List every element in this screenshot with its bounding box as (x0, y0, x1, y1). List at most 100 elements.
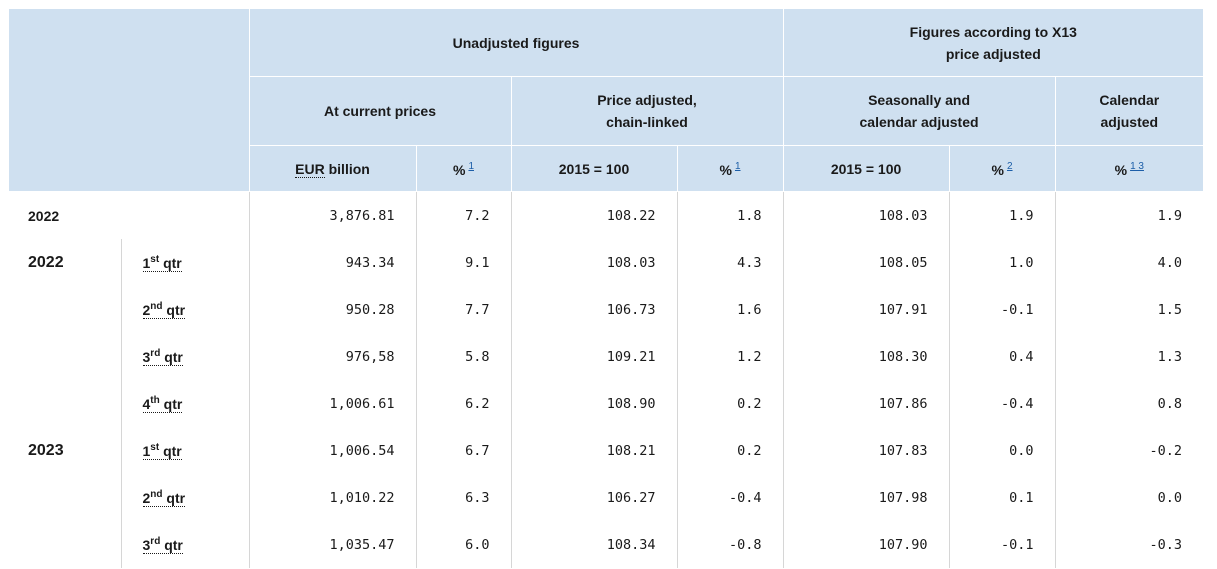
quarter-label: 1st qtr (120, 239, 249, 286)
table-cell: 0.0 (948, 427, 1056, 474)
header-seasonally-adjusted: Seasonally and calendar adjusted (782, 76, 1056, 146)
table-cell: 3,876.81 (248, 191, 416, 239)
table-cell: 106.73 (510, 286, 677, 333)
table-cell: -0.1 (948, 286, 1056, 333)
table-cell: 108.03 (510, 239, 677, 286)
table-cell: 6.7 (415, 427, 511, 474)
footnote-link-1[interactable]: 1 (468, 161, 474, 172)
table-cell: 976,58 (248, 333, 416, 380)
table-row: 2nd qtr 1,010.22 6.3 106.27 -0.4 107.98 0.1 0.0 (9, 474, 1204, 521)
quarter-abbreviation[interactable]: 4th qtr (142, 395, 183, 413)
year-label (9, 474, 121, 521)
quarter-label: 2nd qtr (120, 474, 249, 521)
quarter-ordinal-suffix: st (150, 254, 160, 265)
table-cell: 1.9 (948, 191, 1056, 239)
table-cell: -0.2 (1054, 427, 1204, 474)
quarter-label: 2nd qtr (120, 286, 249, 333)
table-cell: 950.28 (248, 286, 416, 333)
table-cell: 0.2 (676, 380, 784, 427)
table-cell: -0.8 (676, 521, 784, 568)
table-cell: 1,006.54 (248, 427, 416, 474)
table-cell: 0.8 (1054, 380, 1204, 427)
unit-percent-2: % 1 (676, 145, 784, 192)
quarter-word: qtr (166, 490, 186, 506)
quarter-abbreviation[interactable]: 2nd qtr (142, 489, 186, 507)
table-cell: 108.90 (510, 380, 677, 427)
year-label: 2022 (28, 253, 64, 271)
table-cell: 1.6 (676, 286, 784, 333)
unit-index-1: 2015 = 100 (510, 145, 677, 192)
unit-eur-billion: EUR billion (248, 145, 416, 192)
table-row-annual: 2022 3,876.81 7.2 108.22 1.8 108.03 1.9 … (9, 191, 1204, 239)
table-cell: 0.0 (1054, 474, 1204, 521)
header-current-prices: At current prices (248, 76, 511, 146)
quarter-number: 3 (142, 537, 151, 553)
year-label (9, 286, 121, 333)
table-cell: -0.4 (676, 474, 784, 521)
table-row: 3rd qtr 1,035.47 6.0 108.34 -0.8 107.90 -0.1 -0… (9, 521, 1204, 568)
quarter-abbreviation[interactable]: 1st qtr (142, 442, 182, 460)
year-label (9, 380, 121, 427)
quarter-number: 1 (142, 255, 151, 271)
table-cell: 108.03 (782, 191, 950, 239)
quarter-label: 3rd qtr (120, 333, 249, 380)
quarter-ordinal-suffix: rd (150, 348, 161, 359)
table-cell: 6.2 (415, 380, 511, 427)
table-cell: 1,006.61 (248, 380, 416, 427)
quarter-word: qtr (164, 349, 183, 365)
corner-cell (9, 9, 249, 192)
quarter-label: 1st qtr (120, 427, 249, 474)
unit-index-2: 2015 = 100 (782, 145, 950, 192)
table-row: 3rd qtr 976,58 5.8 109.21 1.2 108.30 0.4 1.3 (9, 333, 1204, 380)
table-cell: 4.3 (676, 239, 784, 286)
quarter-number: 3 (142, 349, 151, 365)
table-cell: 107.83 (782, 427, 950, 474)
table-cell: 108.30 (782, 333, 950, 380)
unit-percent-4: % 1 3 (1054, 145, 1204, 192)
table-cell: 1.3 (1054, 333, 1204, 380)
footnote-link-1-3[interactable]: 1 3 (1130, 161, 1144, 172)
year-label (9, 333, 121, 380)
quarter-abbreviation[interactable]: 1st qtr (142, 254, 182, 272)
table-cell: 5.8 (415, 333, 511, 380)
quarter-word: qtr (163, 255, 182, 271)
header-calendar-adjusted: Calendar adjusted (1054, 76, 1204, 146)
table-row: 4th qtr 1,006.61 6.2 108.90 0.2 107.86 -0.4 0.8 (9, 380, 1204, 427)
footnote-link-1[interactable]: 1 (734, 161, 741, 172)
quarter-number: 2 (142, 302, 151, 318)
quarter-ordinal-suffix: st (150, 442, 160, 453)
table-row: 2023 1st qtr 1,006.54 6.7 108.21 0.2 107.83 0.0… (9, 427, 1204, 474)
table-cell: 108.22 (510, 191, 677, 239)
table-cell: 107.98 (782, 474, 950, 521)
table-cell: 7.2 (415, 191, 511, 239)
table-cell: 1.0 (948, 239, 1056, 286)
table-cell: 6.3 (415, 474, 511, 521)
table-cell: 6.0 (415, 521, 511, 568)
table-header: Unadjusted figures Figures according to … (9, 9, 1204, 192)
footnote-link-2[interactable]: 2 (1006, 161, 1013, 172)
quarter-abbreviation[interactable]: 2nd qtr (142, 301, 186, 319)
table-cell: -0.1 (948, 521, 1056, 568)
quarter-number: 2 (142, 490, 151, 506)
table-body: 2022 3,876.81 7.2 108.22 1.8 108.03 1.9 … (9, 191, 1204, 568)
table-cell: 0.1 (948, 474, 1056, 521)
quarter-abbreviation[interactable]: 3rd qtr (142, 348, 183, 366)
quarter-number: 4 (142, 396, 151, 412)
quarter-word: qtr (163, 396, 183, 412)
gdp-table: Unadjusted figures Figures according to … (9, 9, 1204, 568)
table-row: 2nd qtr 950.28 7.7 106.73 1.6 107.91 -0.1 1.5 (9, 286, 1204, 333)
year-label (9, 521, 121, 568)
table-cell: 107.91 (782, 286, 950, 333)
unit-percent-3: % 2 (948, 145, 1056, 192)
table-cell: 1.8 (676, 191, 784, 239)
header-x13: Figures according to X13 price adjusted (782, 9, 1204, 77)
header-price-adjusted: Price adjusted, chain-linked (510, 76, 784, 146)
eur-abbreviation[interactable]: EUR (295, 160, 325, 178)
quarter-word: qtr (166, 302, 186, 318)
quarter-ordinal-suffix: nd (150, 489, 163, 500)
unit-percent-1: % 1 (415, 145, 511, 192)
table-cell: 1,010.22 (248, 474, 416, 521)
quarter-label: 3rd qtr (120, 521, 249, 568)
quarter-abbreviation[interactable]: 3rd qtr (142, 536, 183, 554)
table-cell: 107.86 (782, 380, 950, 427)
